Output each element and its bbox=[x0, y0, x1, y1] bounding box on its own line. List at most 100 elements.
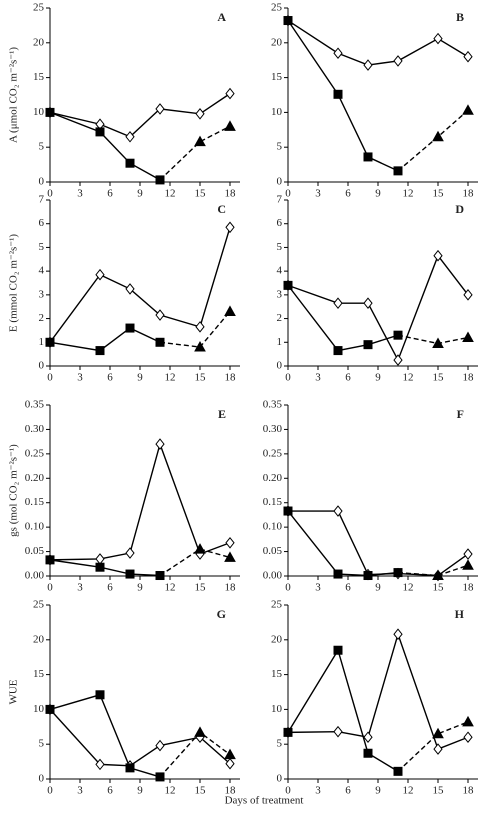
square-marker bbox=[393, 766, 403, 776]
y-tick-label: 0.10 bbox=[263, 521, 283, 533]
series-line bbox=[49, 693, 161, 778]
diamond-marker bbox=[393, 354, 403, 366]
x-tick-label: 12 bbox=[165, 582, 176, 594]
x-tick-label: 3 bbox=[315, 785, 321, 797]
square-marker bbox=[45, 107, 55, 117]
x-tick-label: 12 bbox=[403, 188, 414, 200]
triangle-marker bbox=[194, 135, 206, 147]
x-tick-label: 6 bbox=[345, 785, 351, 797]
x-tick-label: 12 bbox=[165, 372, 176, 384]
series-line bbox=[159, 125, 231, 181]
panel-label: A bbox=[217, 10, 226, 24]
triangle-marker bbox=[462, 104, 474, 115]
y-tick-label: 15 bbox=[271, 71, 283, 83]
triangle-marker bbox=[224, 120, 236, 131]
y-tick-label: 0.20 bbox=[263, 472, 283, 484]
square-marker bbox=[283, 280, 293, 290]
square-marker bbox=[125, 569, 135, 579]
y-axis-label: E (mmol CO₂ m⁻²s⁻¹) bbox=[8, 234, 20, 332]
x-tick-label: 15 bbox=[433, 372, 445, 384]
triangle-marker bbox=[432, 569, 444, 581]
series-line bbox=[287, 510, 399, 577]
x-tick-label: 0 bbox=[47, 372, 53, 384]
square-marker bbox=[45, 704, 55, 714]
x-tick-label: 6 bbox=[107, 188, 113, 200]
series-line bbox=[49, 559, 161, 577]
square-marker bbox=[283, 727, 293, 737]
x-tick-label: 18 bbox=[463, 188, 475, 200]
y-tick-label: 5 bbox=[39, 738, 45, 750]
triangle-marker bbox=[432, 130, 444, 142]
series-line bbox=[49, 441, 231, 561]
series-line bbox=[49, 111, 161, 181]
square-marker bbox=[155, 571, 165, 581]
diamond-marker bbox=[433, 32, 443, 45]
y-tick-label: 0.00 bbox=[25, 570, 45, 582]
y-tick-label: 1 bbox=[277, 336, 283, 348]
panel-label: C bbox=[217, 202, 226, 216]
y-tick-label: 0.30 bbox=[25, 423, 45, 435]
diamond-marker bbox=[225, 757, 235, 770]
diamond-marker bbox=[95, 553, 105, 565]
x-tick-label: 15 bbox=[433, 188, 445, 200]
x-tick-label: 9 bbox=[137, 582, 143, 594]
x-tick-label: 9 bbox=[375, 372, 381, 384]
diamond-marker bbox=[155, 103, 165, 115]
x-tick-label: 18 bbox=[225, 785, 237, 797]
square-marker bbox=[95, 562, 105, 572]
series-line bbox=[49, 327, 161, 352]
diamond-marker bbox=[125, 130, 135, 143]
y-tick-label: 5 bbox=[277, 738, 283, 750]
y-tick-label: 0.15 bbox=[25, 496, 45, 508]
square-marker bbox=[363, 571, 373, 581]
series-line bbox=[287, 19, 469, 66]
y-tick-label: 3 bbox=[277, 288, 283, 300]
x-tick-label: 9 bbox=[137, 188, 143, 200]
y-tick-label: 6 bbox=[39, 217, 45, 229]
series-line bbox=[287, 20, 399, 172]
y-axis-label: gs (mol CO₂ m⁻²s⁻¹) bbox=[8, 444, 20, 537]
series-line bbox=[159, 548, 231, 577]
square-marker bbox=[45, 337, 55, 347]
y-tick-label: 0.05 bbox=[263, 545, 283, 557]
diamond-marker bbox=[363, 731, 373, 744]
x-axis-label: Days of treatment bbox=[225, 795, 304, 807]
square-marker bbox=[125, 763, 135, 773]
square-marker bbox=[363, 152, 373, 162]
y-tick-label: 15 bbox=[33, 668, 45, 680]
series-line bbox=[397, 564, 469, 577]
x-tick-label: 12 bbox=[165, 785, 176, 797]
y-tick-label: 15 bbox=[33, 71, 45, 83]
triangle-marker bbox=[432, 337, 444, 348]
y-tick-label: 0.25 bbox=[25, 447, 45, 459]
x-tick-label: 6 bbox=[107, 372, 113, 384]
square-marker bbox=[155, 772, 165, 782]
x-tick-label: 18 bbox=[463, 582, 475, 594]
diamond-marker bbox=[463, 731, 473, 744]
y-tick-label: 5 bbox=[277, 141, 283, 153]
y-tick-label: 0 bbox=[39, 176, 45, 188]
x-tick-label: 6 bbox=[107, 582, 113, 594]
y-tick-label: 25 bbox=[271, 599, 283, 611]
y-tick-label: 25 bbox=[271, 2, 283, 14]
diamond-marker bbox=[393, 628, 403, 641]
y-tick-label: 25 bbox=[33, 599, 45, 611]
x-tick-label: 9 bbox=[137, 372, 143, 384]
diamond-marker bbox=[363, 59, 373, 71]
square-marker bbox=[155, 175, 165, 185]
x-tick-label: 0 bbox=[285, 372, 291, 384]
diamond-marker bbox=[363, 297, 373, 309]
x-tick-label: 3 bbox=[77, 372, 83, 384]
y-tick-label: 4 bbox=[39, 265, 45, 277]
y-tick-label: 20 bbox=[271, 633, 283, 645]
x-tick-label: 18 bbox=[225, 372, 237, 384]
diamond-marker bbox=[393, 55, 403, 67]
triangle-marker bbox=[224, 748, 236, 760]
panel-label: D bbox=[455, 202, 464, 216]
y-tick-label: 5 bbox=[39, 241, 45, 253]
y-tick-label: 5 bbox=[39, 141, 45, 153]
x-tick-label: 0 bbox=[47, 785, 53, 797]
diamond-marker bbox=[333, 297, 343, 309]
